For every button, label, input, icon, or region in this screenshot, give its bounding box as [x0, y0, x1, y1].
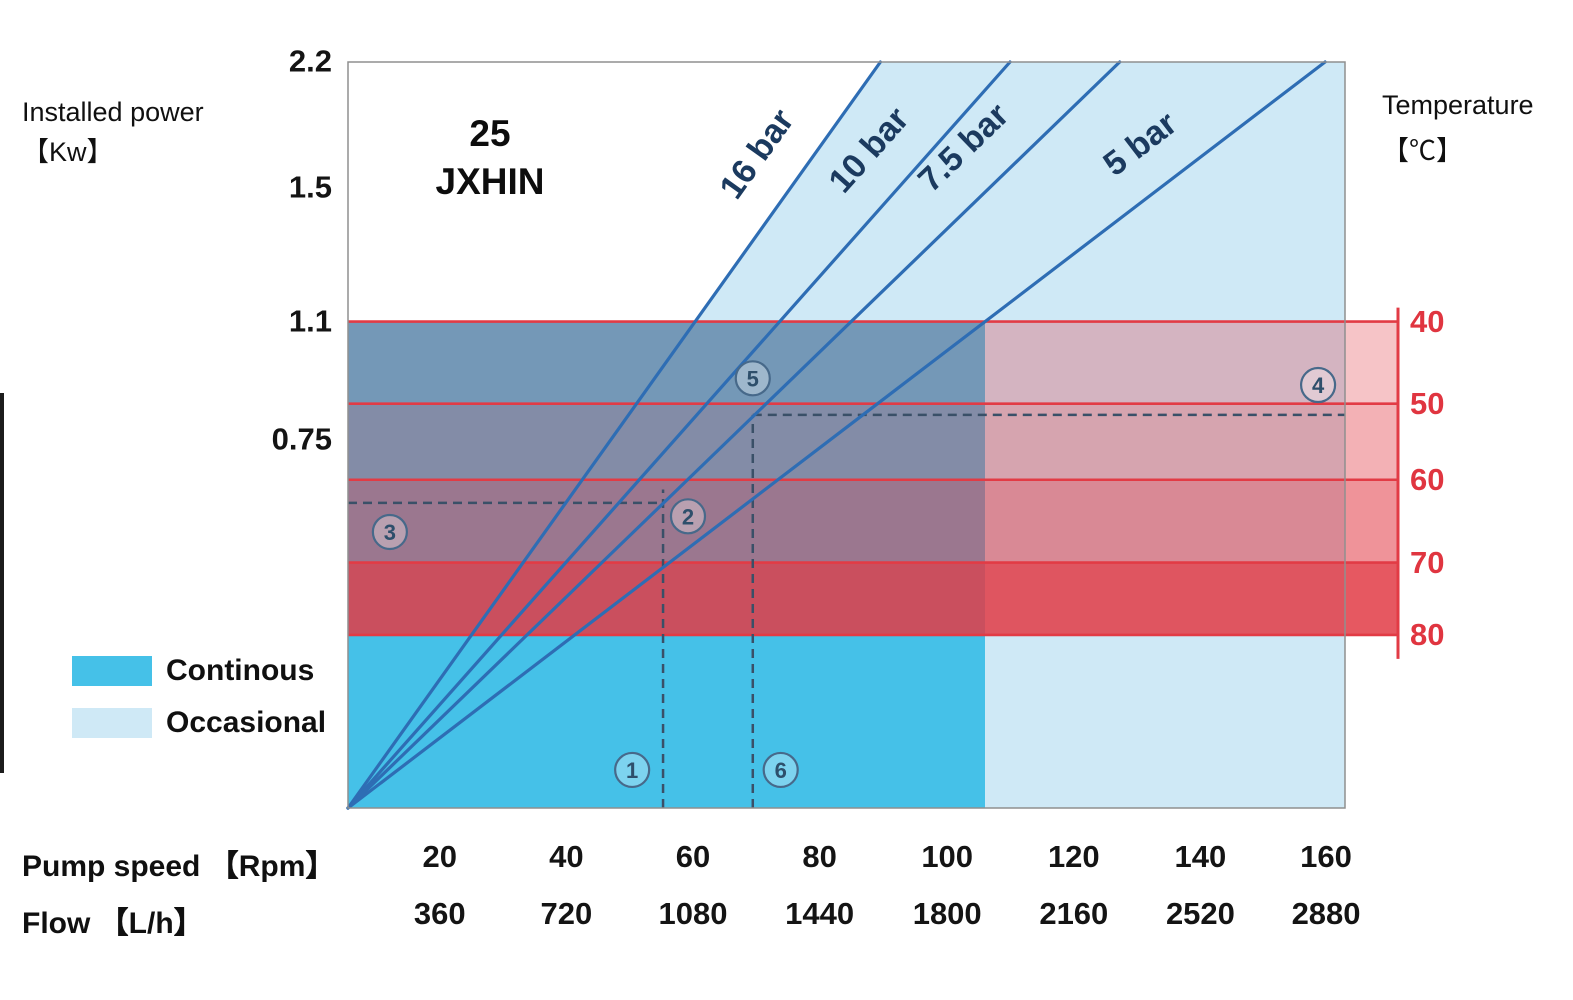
power-tick-2.2: 2.2 — [288, 43, 332, 79]
installed-power-unit: 【Kw】 — [22, 137, 114, 167]
pump-speed-tick-40: 40 — [549, 839, 584, 874]
flow-tick-2520: 2520 — [1165, 896, 1235, 931]
pump-speed-tick-100: 100 — [921, 839, 974, 874]
legend: Continous Occasional — [72, 645, 326, 749]
legend-item-continuous: Continous — [72, 645, 326, 697]
legend-item-occasional: Occasional — [72, 697, 326, 749]
annotation-circle-5 — [734, 360, 771, 397]
annotation-circle-4 — [1299, 366, 1337, 404]
annotation-number-4: 4 — [1312, 373, 1325, 398]
plot-title-brand: JXHIN — [435, 161, 545, 202]
legend-swatch-continuous — [72, 656, 152, 686]
temperature-tick-40: 40 — [1410, 303, 1445, 339]
flow-tick-360: 360 — [413, 896, 466, 931]
pump-speed-tick-20: 20 — [422, 839, 457, 874]
pressure-line-10-bar — [346, 60, 1012, 810]
annotation-circle-2 — [669, 498, 707, 535]
annotation-circle-3 — [371, 513, 408, 551]
power-tick-0.75: 0.75 — [271, 421, 332, 457]
temperature-axis-label: Temperature 【℃】 — [1382, 82, 1534, 174]
temperature-text: Temperature — [1382, 90, 1534, 120]
flow-tick-2160: 2160 — [1039, 896, 1109, 931]
flow-tick-1080: 1080 — [658, 896, 728, 931]
temperature-band-60-70 — [348, 479, 1398, 563]
pump-speed-tick-80: 80 — [802, 839, 837, 874]
installed-power-axis-label: Installed power 【Kw】 — [22, 92, 204, 172]
temperature-tick-80: 80 — [1410, 616, 1445, 652]
flow-tick-1440: 1440 — [785, 896, 855, 931]
pump-speed-tick-140: 140 — [1174, 839, 1227, 874]
occasional-region-top — [695, 62, 1345, 322]
annotation-number-3: 3 — [384, 520, 396, 545]
annotation-number-5: 5 — [747, 366, 759, 391]
installed-power-text: Installed power — [22, 97, 204, 127]
legend-label-continuous: Continous — [166, 654, 315, 687]
annotation-circle-1 — [614, 751, 651, 789]
legend-swatch-occasional — [72, 708, 152, 738]
pressure-line-7.5-bar — [346, 60, 1122, 810]
left-edge-mark — [0, 393, 4, 773]
pump-speed-tick-120: 120 — [1047, 839, 1100, 874]
plot-border — [347, 61, 1346, 809]
annotation-number-6: 6 — [775, 758, 787, 783]
flow-tick-2880: 2880 — [1291, 896, 1361, 931]
power-tick-1.1: 1.1 — [288, 302, 332, 338]
power-tick-1.5: 1.5 — [288, 169, 332, 205]
temperature-tick-60: 60 — [1410, 461, 1445, 497]
temperature-band-70-80 — [348, 562, 1398, 635]
plot-title: 25 JXHIN — [390, 110, 590, 206]
pump-speed-tick-60: 60 — [675, 839, 711, 874]
flow-tick-720: 720 — [540, 896, 593, 931]
plot-title-model: 25 — [469, 113, 511, 154]
pump-speed-row-label: Pump speed 【Rpm】 — [22, 850, 336, 883]
temperature-unit: 【℃】 — [1382, 136, 1463, 166]
legend-label-occasional: Occasional — [166, 706, 327, 739]
flow-row-label: Flow 【L/h】 — [22, 907, 204, 940]
annotation-circle-6 — [762, 751, 799, 789]
flow-tick-1800: 1800 — [912, 896, 982, 931]
annotation-number-1: 1 — [626, 758, 638, 783]
temperature-band-40-50 — [348, 321, 1398, 404]
temperature-band-50-60 — [348, 403, 1398, 480]
pressure-line-16-bar — [346, 60, 882, 810]
annotation-number-2: 2 — [682, 504, 694, 529]
pressure-line-5-bar — [346, 60, 1327, 810]
temperature-tick-50: 50 — [1410, 385, 1445, 421]
pump-speed-tick-160: 160 — [1300, 839, 1352, 874]
temperature-tick-70: 70 — [1410, 544, 1445, 580]
